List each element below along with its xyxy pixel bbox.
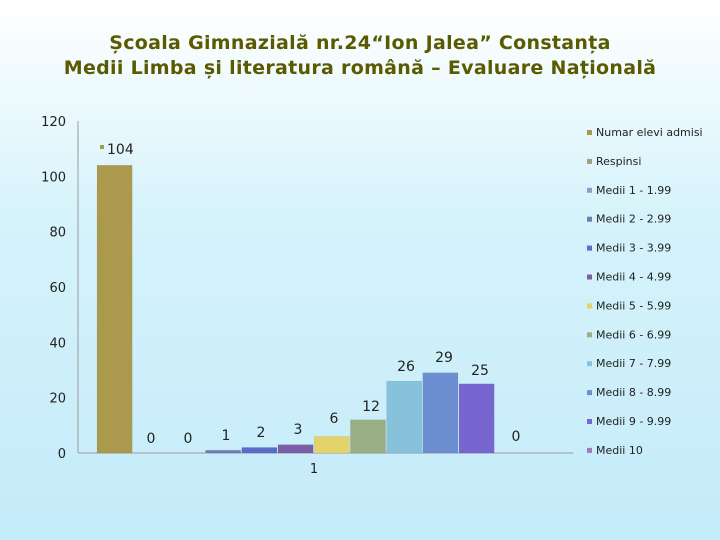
legend-label: Medii 2 - 2.99	[596, 213, 671, 226]
legend-label: Medii 1 - 1.99	[596, 184, 671, 197]
legend-swatch	[587, 158, 592, 164]
data-label: 25	[471, 363, 489, 379]
data-label: 26	[397, 359, 415, 375]
y-tick-label: 60	[49, 281, 66, 296]
legend-label: Numar elevi admisi	[596, 126, 703, 139]
x-tick-label: 1	[310, 462, 318, 477]
legend-label: Medii 10	[596, 444, 643, 457]
y-tick-label: 120	[41, 115, 66, 130]
data-label: 104	[107, 142, 134, 158]
legend-label: Respinsi	[596, 155, 641, 168]
y-tick-label: 100	[41, 170, 66, 185]
bar	[96, 165, 133, 454]
data-label: 2	[257, 425, 266, 441]
bar	[422, 372, 459, 454]
chart-title-line2: Medii Limba și literatura română – Evalu…	[63, 57, 657, 79]
chart-title-line1: Școala Gimnazială nr.24“Ion Jalea” Const…	[109, 32, 611, 54]
bar	[277, 444, 314, 454]
legend-swatch	[587, 447, 592, 453]
data-label: 1	[222, 428, 231, 444]
data-label: 0	[512, 429, 521, 445]
data-label: 0	[184, 431, 193, 447]
data-label-marker	[100, 145, 104, 149]
data-label: 3	[294, 422, 303, 438]
legend-swatch	[587, 361, 592, 367]
legend-swatch	[587, 390, 592, 396]
legend-swatch	[587, 332, 592, 338]
legend-swatch	[587, 130, 592, 135]
legend-swatch	[587, 419, 592, 424]
legend-swatch	[587, 303, 592, 309]
data-label: 6	[330, 411, 339, 427]
y-tick-label: 0	[58, 447, 66, 462]
y-tick-label: 80	[49, 226, 66, 241]
legend-label: Medii 3 - 3.99	[596, 242, 671, 255]
legend-label: Medii 7 - 7.99	[596, 357, 671, 370]
y-tick-label: 40	[49, 336, 66, 351]
data-label: 12	[362, 399, 380, 415]
data-label: 0	[147, 431, 156, 447]
bar	[458, 383, 495, 454]
data-label: 29	[435, 350, 453, 366]
legend-label: Medii 5 - 5.99	[596, 299, 671, 312]
legend-swatch	[587, 245, 592, 251]
bar	[350, 419, 386, 454]
legend-swatch	[587, 274, 592, 280]
bar	[241, 447, 278, 454]
bar	[205, 449, 242, 454]
legend-label: Medii 4 - 4.99	[596, 271, 671, 284]
bar	[386, 380, 423, 454]
legend-label: Medii 6 - 6.99	[596, 328, 671, 341]
legend-label: Medii 8 - 8.99	[596, 386, 671, 399]
legend-swatch	[587, 216, 592, 222]
y-tick-label: 20	[49, 392, 66, 407]
legend-swatch	[587, 187, 592, 193]
bar	[313, 436, 350, 454]
legend-label: Medii 9 - 9.99	[596, 415, 671, 428]
